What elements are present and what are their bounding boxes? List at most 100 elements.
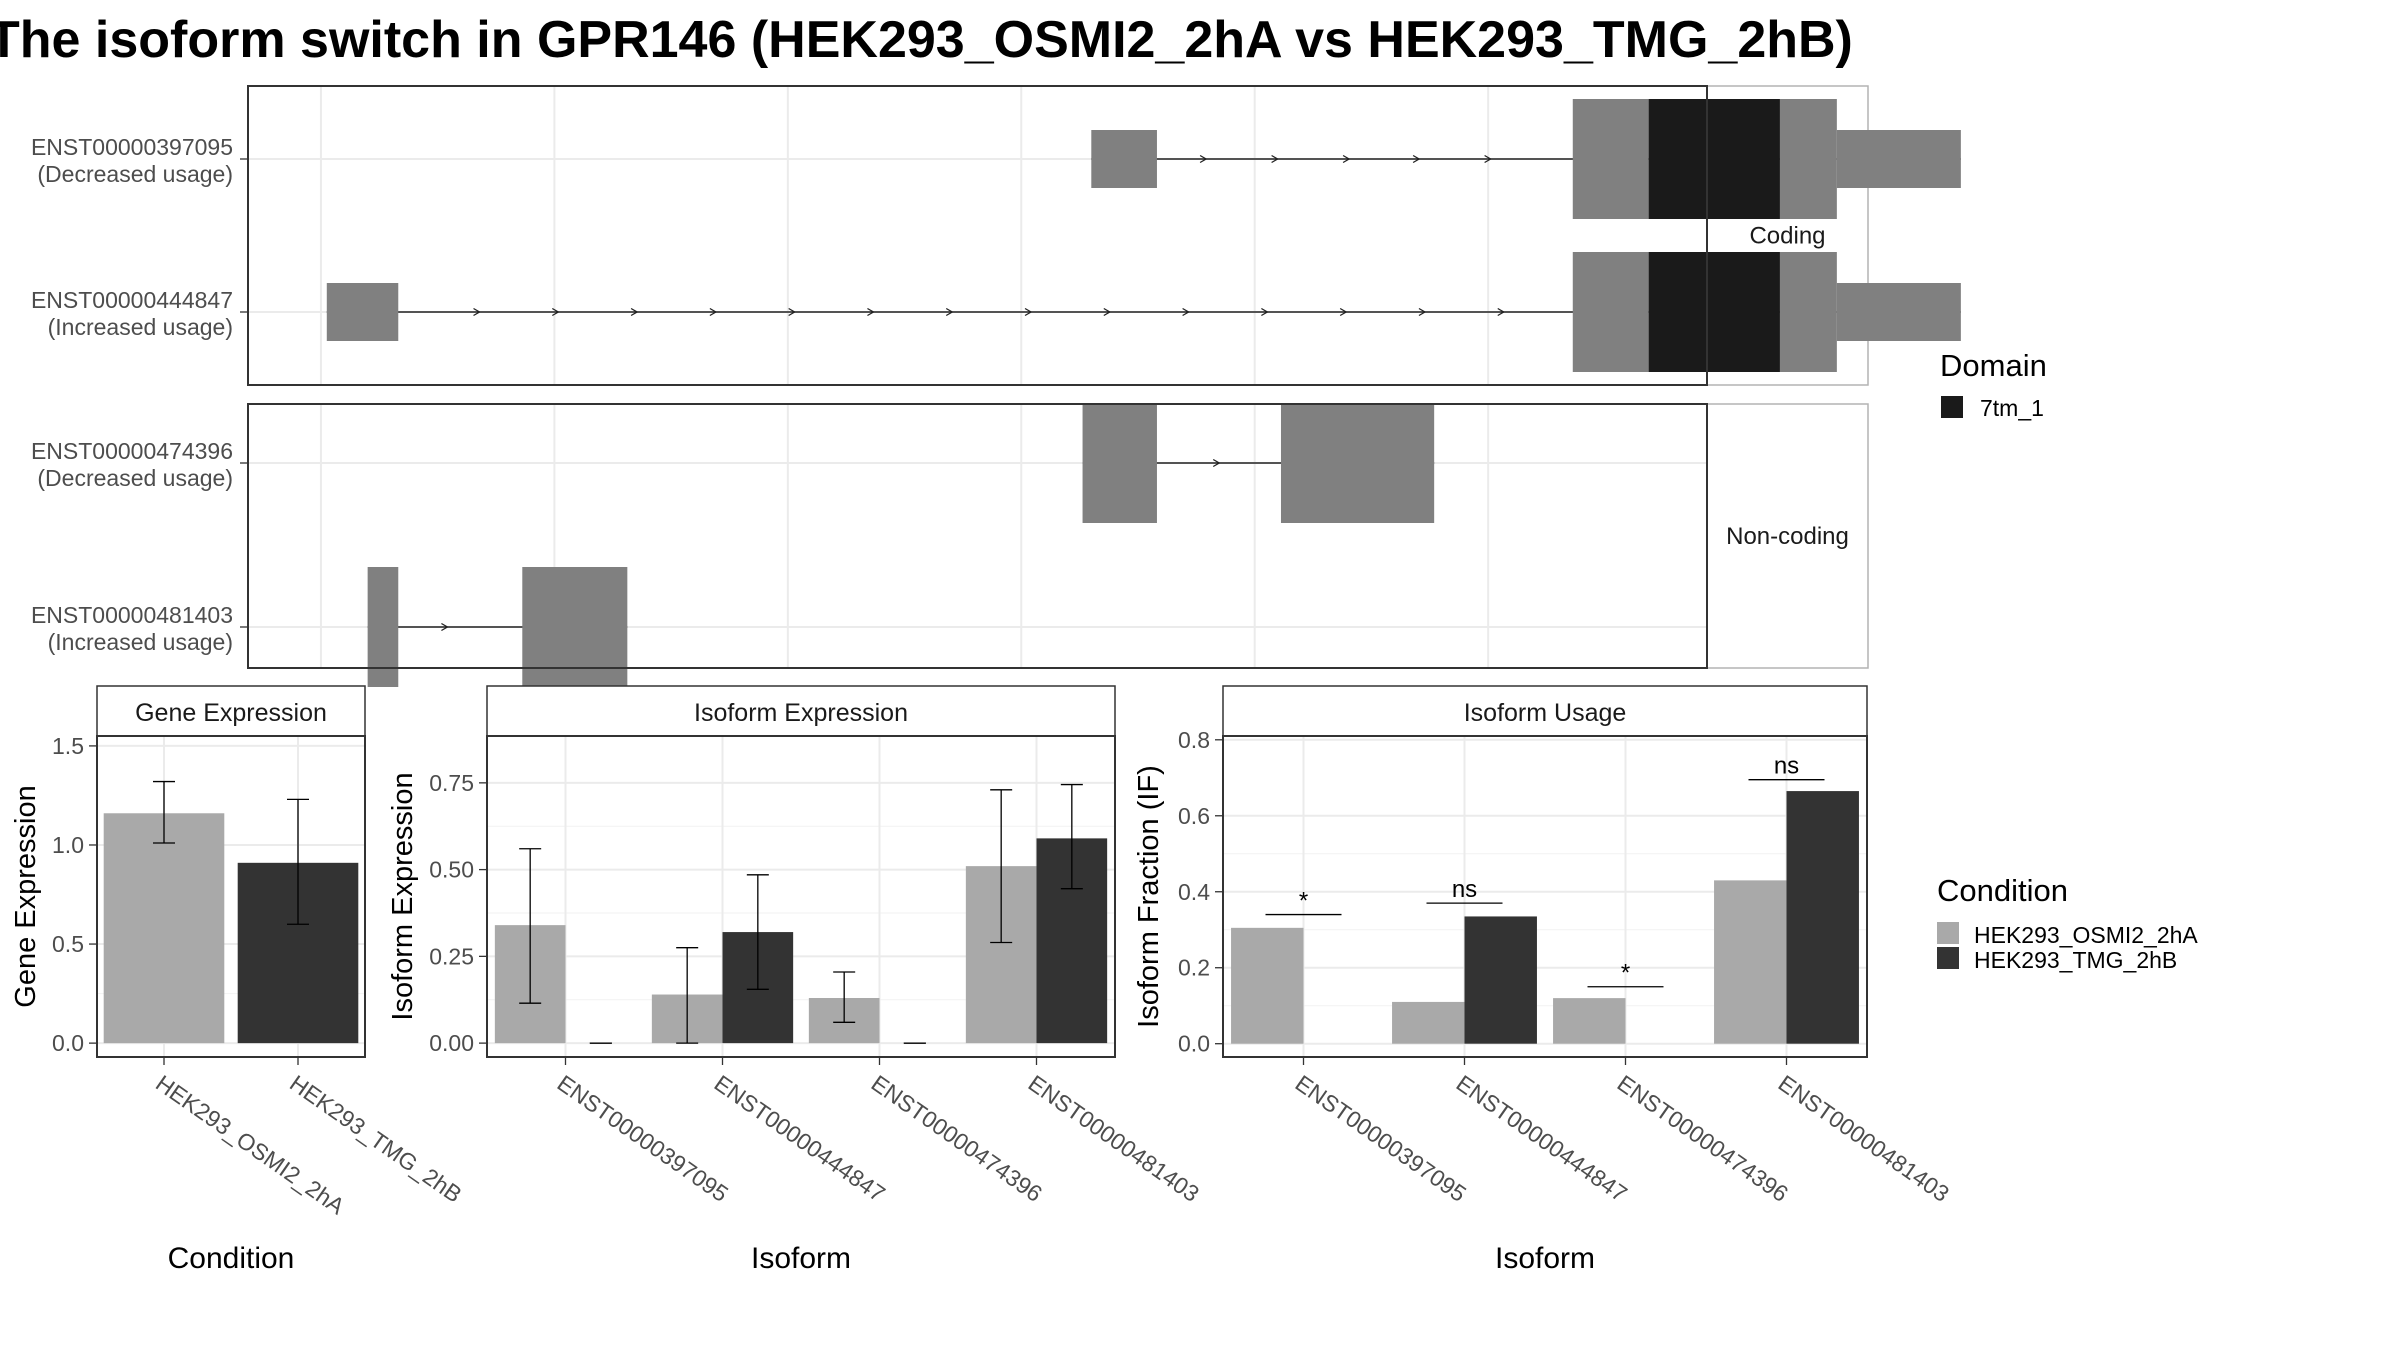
bar [1392,1001,1465,1044]
legend-item-label: HEK293_TMG_2hB [1974,947,2177,973]
y-tick-label: 0.0 [1178,1031,1210,1057]
exon-cds [1572,99,1649,219]
significance-label: ns [1452,876,1477,903]
intron-arrow [945,307,954,317]
isoform-usage-label: (Increased usage) [48,314,233,340]
exon-utr [326,283,399,341]
facet-panel-border [247,85,1708,386]
bar [1786,791,1859,1044]
panel-strip-title: Isoform Usage [1464,699,1627,727]
y-tick-label: 0.4 [1178,879,1210,905]
y-tick-label: 0.00 [429,1030,474,1056]
isoform-id-label: ENST00000474396 [31,438,233,464]
intron-arrow [1103,307,1112,317]
panel-border [486,735,1116,1058]
panel-strip [1222,685,1868,737]
y-axis-title: Isoform Fraction (IF) [1133,765,1165,1028]
x-axis-title: Isoform [1495,1242,1595,1275]
intron-arrow [1418,307,1427,317]
significance-label: * [1299,888,1308,915]
y-axis-title: Gene Expression [10,785,42,1007]
y-tick-label: 0.50 [429,857,474,883]
x-tick-label: ENST00000474396 [1613,1070,1793,1207]
isoform-ENST00000397095: ENST00000397095(Decreased usage) [31,99,1961,219]
facet-non-coding: ENST00000474396(Decreased usage)ENST0000… [31,403,1869,687]
isoform-id-label: ENST00000397095 [31,134,233,160]
intron-arrow [867,307,875,317]
intron-arrow [1484,154,1492,164]
facet-coding: ENST00000397095(Decreased usage)ENST0000… [31,85,1961,386]
isoform-usage-label: (Increased usage) [48,629,233,655]
isoform-ENST00000474396: ENST00000474396(Decreased usage) [31,403,1435,523]
x-tick-label: ENST00000481403 [1024,1070,1204,1207]
intron-arrow [1342,154,1351,164]
facet-frame [247,403,1869,669]
domain-7tm_1 [1648,252,1780,372]
exon-cds [1779,252,1837,372]
intron-arrow [1024,307,1033,317]
legend-key [1937,922,1959,944]
panel-strip-title: Isoform Expression [694,699,908,727]
bar [1464,916,1537,1044]
y-tick-label: 1.0 [52,832,84,858]
bar [103,813,225,1044]
bar [1714,880,1787,1044]
intron-arrow [1497,307,1506,317]
x-tick-label: ENST00000397095 [553,1070,733,1207]
intron-arrow [1182,307,1190,317]
legend-key [1941,396,1963,418]
panel-isoform-expression: Isoform Expression 0.00 0.25 0.50 0.75 ENST00… [387,685,1204,1275]
intron-arrow [441,622,449,632]
intron-arrow [630,307,639,317]
exon-utr [1091,130,1157,188]
facet-strip-label: Non-coding [1726,523,1849,550]
y-tick-label: 0.0 [52,1030,84,1056]
exon-cds [1082,403,1157,523]
isoform-id-label: ENST00000481403 [31,602,233,628]
intron-arrow [473,307,481,317]
intron-arrow [551,307,560,317]
y-tick-label: 0.75 [429,770,474,796]
x-tick-label: ENST00000481403 [1774,1070,1954,1207]
x-tick-label: ENST00000474396 [867,1070,1047,1207]
x-tick-label: ENST00000444847 [1452,1070,1632,1207]
panel-isoform-usage: Isoform Usage * ns * ns 0.0 0.2 0.4 0.6 0.8 ENST00… [1133,685,1954,1275]
intron-arrow [1261,307,1269,317]
legend-title: Domain [1940,348,2047,383]
intron-arrow [1412,154,1421,164]
exon-cds [1572,252,1649,372]
bar-panels: Gene Expression0.00.51.01.5HEK293_OSMI2_… [10,685,1954,1275]
significance-label: * [1621,960,1630,987]
x-axis-title: Condition [168,1242,295,1275]
facet-strip-label: Coding [1749,223,1825,250]
legend-key [1937,947,1959,969]
x-tick-label: ENST00000397095 [1291,1070,1471,1207]
isoform-usage-label: (Decreased usage) [37,465,233,491]
y-tick-label: 0.6 [1178,803,1210,829]
y-tick-label: 0.25 [429,943,474,969]
intron-arrow [788,307,796,317]
bar [1231,927,1304,1044]
intron-arrow [1271,154,1279,164]
exon-utr [1836,283,1961,341]
intron-arrow [1199,154,1208,164]
domain-7tm_1 [1648,99,1780,219]
x-tick-label: ENST00000444847 [710,1070,890,1207]
intron-arrow [709,307,718,317]
exon-cds [1280,403,1435,523]
intron-arrow [1339,307,1348,317]
y-tick-label: 0.8 [1178,727,1210,753]
isoform-ENST00000444847: ENST00000444847(Increased usage) [31,252,1961,372]
exon-cds [1779,99,1837,219]
legend-title: Condition [1937,873,2068,908]
domain-legend: Domain 7tm_1 [1940,348,2047,421]
isoform-structure-plot: ENST00000397095(Decreased usage)ENST0000… [31,85,1961,687]
isoform-id-label: ENST00000444847 [31,287,233,313]
isoform-usage-label: (Decreased usage) [37,161,233,187]
significance-label: ns [1774,753,1799,780]
plot-title: The isoform switch in GPR146 (HEK293_OSM… [0,11,1853,69]
exon-marker [1341,403,1352,523]
